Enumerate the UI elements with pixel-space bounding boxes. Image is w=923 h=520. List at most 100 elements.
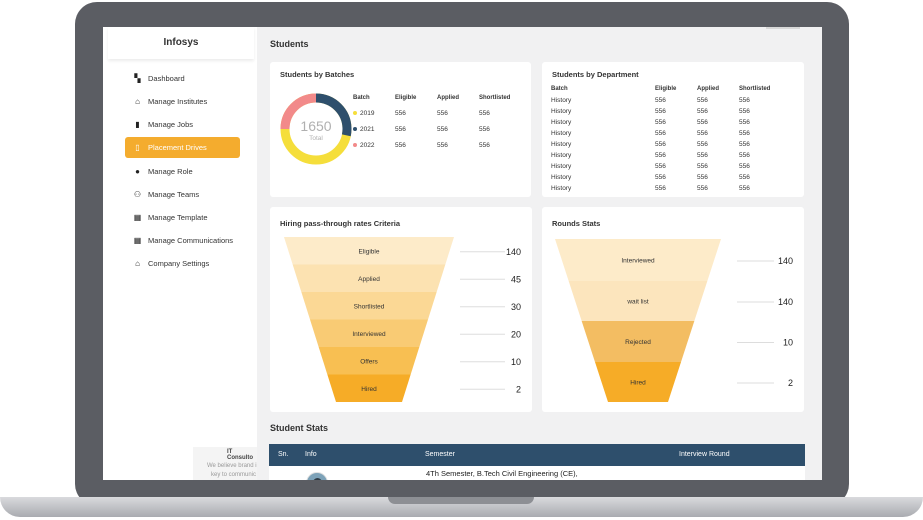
dashboard-icon: ▚ — [134, 74, 141, 83]
table-row: History 556 556 556 — [551, 152, 791, 162]
funnel-value: 140 — [778, 297, 793, 307]
cell-shortlisted: 556 — [739, 119, 750, 126]
cell-shortlisted: 556 — [479, 126, 490, 133]
funnel-label: wait list — [626, 299, 649, 306]
sidebar-item-label: Manage Institutes — [148, 97, 208, 106]
sidebar-item-manage-institutes[interactable]: ⌂ Manage Institutes — [125, 91, 240, 112]
cell-eligible: 556 — [655, 130, 666, 137]
batch-year: 2022 — [360, 142, 375, 149]
cell-eligible: 556 — [655, 141, 666, 148]
sidebar-item-manage-communications[interactable]: ▦ Manage Communications — [125, 230, 240, 251]
header-batch: Batch — [551, 86, 568, 92]
promo-title: IT Consulto — [227, 449, 253, 461]
cell-batch: History — [551, 108, 572, 115]
cell-shortlisted: 556 — [739, 141, 750, 148]
rounds-card: Rounds Stats Interviewed 140 wait list 140 R… — [542, 207, 804, 412]
promo-line: key to communic — [211, 472, 257, 478]
batch-legend: 2022 — [353, 142, 374, 149]
cell-applied: 556 — [697, 163, 708, 170]
cell-eligible: 556 — [655, 185, 666, 192]
cell-batch: History — [551, 130, 572, 137]
jobs-icon: ▮ — [135, 120, 140, 129]
cell-eligible: 556 — [655, 152, 666, 159]
funnel-value: 10 — [783, 338, 793, 348]
hiring-funnel-chart: Eligible 140 Applied 45 Shortlisted 30 Intervi… — [284, 237, 521, 402]
rounds-funnel-chart: Interviewed 140 wait list 140 Rejected 10 Hire… — [555, 239, 793, 402]
table-row: History 556 556 556 — [551, 119, 791, 129]
header-batch: Batch — [353, 95, 370, 101]
donut-total-label: Total — [309, 135, 323, 142]
cell-eligible: 556 — [655, 174, 666, 181]
funnel-label: Hired — [361, 386, 377, 393]
institute-icon: ⌂ — [135, 97, 140, 106]
page-title: Students — [270, 39, 309, 49]
table-row: 2021 556 556 556 — [353, 126, 513, 136]
funnel-segment-hired — [594, 362, 682, 402]
sidebar-item-label: Placement Drives — [148, 143, 207, 152]
batch-year: 2021 — [360, 126, 375, 133]
cell-eligible: 556 — [655, 108, 666, 115]
cell-applied: 556 — [697, 130, 708, 137]
sidebar-item-manage-teams[interactable]: ⚇ Manage Teams — [125, 184, 240, 205]
sidebar-item-manage-role[interactable]: ● Manage Role — [125, 161, 240, 182]
table-row: History 556 556 556 — [551, 185, 791, 195]
header-info: Info — [305, 451, 317, 458]
settings-icon: ⌂ — [135, 259, 140, 268]
header-shortlisted: Shortlisted — [479, 95, 511, 101]
funnel-label: Shortlisted — [354, 303, 385, 310]
cell-shortlisted: 556 — [739, 97, 750, 104]
department-table-header: Batch Eligible Applied Shortlisted — [551, 86, 791, 96]
funnel-value: 2 — [516, 384, 521, 394]
batch-legend: 2021 — [353, 126, 374, 133]
funnel-value: 140 — [506, 247, 521, 257]
header-sn: Sn. — [278, 451, 289, 458]
hiring-card: Hiring pass-through rates Criteria Eligi… — [270, 207, 532, 412]
sidebar-item-label: Dashboard — [148, 74, 185, 83]
cell-eligible: 556 — [655, 97, 666, 104]
funnel-label: Rejected — [625, 339, 651, 346]
table-row[interactable] — [269, 466, 805, 480]
funnel-label: Interviewed — [621, 258, 655, 265]
header-eligible: Eligible — [395, 95, 417, 101]
rounds-title: Rounds Stats — [552, 219, 601, 228]
funnel-segment-eligible — [284, 237, 454, 265]
batches-title: Students by Batches — [280, 70, 355, 79]
sidebar-item-placement-drives[interactable]: ▯ Placement Drives — [125, 137, 240, 158]
cell-batch: History — [551, 97, 572, 104]
header-applied: Applied — [437, 95, 459, 101]
sidebar-item-manage-template[interactable]: ▦ Manage Template — [125, 207, 240, 228]
batch-year: 2019 — [360, 110, 375, 117]
legend-dot-icon — [353, 111, 357, 116]
table-row: 2022 556 556 556 — [353, 142, 513, 152]
legend-dot-icon — [353, 127, 357, 132]
cell-applied: 556 — [697, 141, 708, 148]
header-shortlisted: Shortlisted — [739, 86, 771, 92]
cell-shortlisted: 556 — [739, 152, 750, 159]
batches-card: Students by Batches 1650 Total Batch Eli… — [270, 62, 531, 197]
sidebar-item-company-settings[interactable]: ⌂ Company Settings — [125, 253, 240, 274]
table-row: History 556 556 556 — [551, 97, 791, 107]
cell-applied: 556 — [697, 174, 708, 181]
funnel-value: 140 — [778, 256, 793, 266]
department-card: Students by Department Batch Eligible Ap… — [542, 62, 804, 197]
funnel-value: 10 — [511, 357, 521, 367]
sidebar-item-dashboard[interactable]: ▚ Dashboard — [125, 68, 240, 89]
sidebar-item-manage-jobs[interactable]: ▮ Manage Jobs — [125, 114, 240, 135]
cell-eligible: 556 — [655, 119, 666, 126]
header-eligible: Eligible — [655, 86, 677, 92]
laptop-base — [0, 497, 923, 517]
funnel-segment-applied — [292, 264, 446, 292]
funnel-value: 30 — [511, 302, 521, 312]
cell-batch: History — [551, 141, 572, 148]
row-semester: 4Th Semester, B.Tech Civil Engineering (… — [426, 469, 578, 478]
topbar-edge — [766, 27, 800, 29]
funnel-label: Hired — [630, 380, 646, 387]
cell-applied: 556 — [697, 185, 708, 192]
funnel-label: Applied — [358, 276, 380, 283]
cell-shortlisted: 556 — [739, 185, 750, 192]
cell-batch: History — [551, 174, 572, 181]
hiring-title: Hiring pass-through rates Criteria — [280, 219, 401, 228]
sidebar-item-label: Manage Jobs — [148, 120, 194, 129]
batch-legend: 2019 — [353, 110, 374, 117]
funnel-segment-interviewed — [555, 239, 721, 281]
